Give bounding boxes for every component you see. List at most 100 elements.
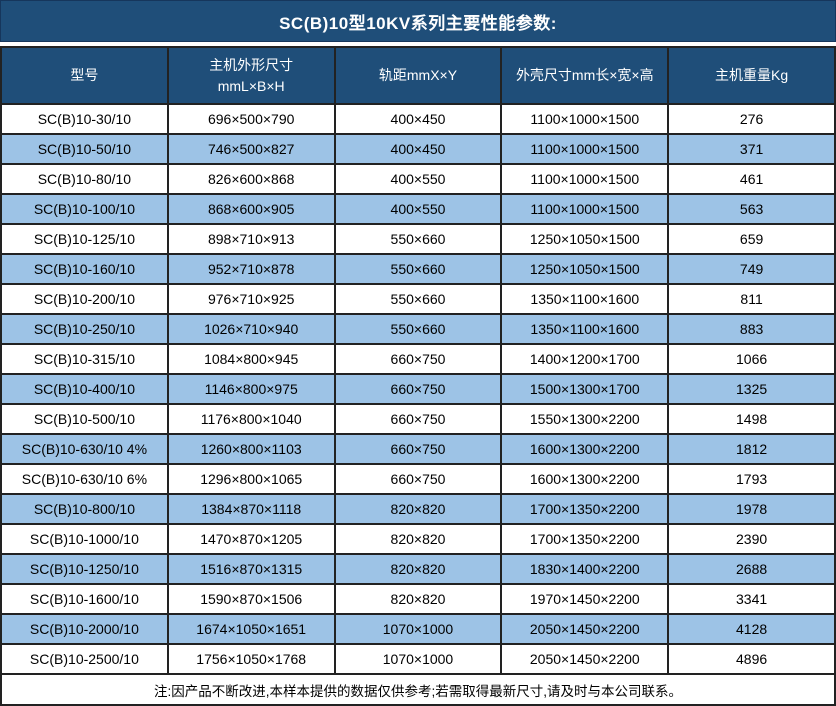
cell-rail-gauge: 660×750: [333, 433, 503, 465]
cell-model: SC(B)10-1250/10: [0, 553, 169, 585]
cell-weight: 659: [667, 223, 836, 255]
spec-table: 型号 主机外形尺寸 mmL×B×H 轨距mmX×Y 外壳尺寸mm长×宽×高 主机…: [0, 46, 836, 706]
column-header-label: 主机重量Kg: [715, 67, 789, 83]
cell-model: SC(B)10-2000/10: [0, 613, 169, 645]
cell-weight: 371: [667, 133, 836, 165]
cell-weight: 563: [667, 193, 836, 225]
column-header-label: 型号: [70, 67, 99, 83]
cell-main-dimensions: 1590×870×1506: [166, 583, 336, 615]
table-row: SC(B)10-800/10 1384×870×1118 820×820 1700×1…: [0, 493, 836, 525]
column-header-label: 轨距mmX×Y: [378, 67, 458, 83]
cell-model: SC(B)10-250/10: [0, 313, 169, 345]
table-row: SC(B)10-1600/10 1590×870×1506 820×820 1970×…: [0, 583, 836, 615]
cell-shell-dimensions: 1600×1300×2200: [500, 433, 670, 465]
cell-rail-gauge: 550×660: [333, 313, 503, 345]
cell-shell-dimensions: 1250×1050×1500: [500, 253, 670, 285]
table-row: SC(B)10-100/10 868×600×905 400×550 1100×100…: [0, 193, 836, 225]
cell-main-dimensions: 1470×870×1205: [166, 523, 336, 555]
cell-shell-dimensions: 1100×1000×1500: [500, 163, 670, 195]
cell-weight: 883: [667, 313, 836, 345]
cell-model: SC(B)10-2500/10: [0, 643, 169, 675]
cell-model: SC(B)10-100/10: [0, 193, 169, 225]
cell-shell-dimensions: 1100×1000×1500: [500, 103, 670, 135]
cell-main-dimensions: 868×600×905: [166, 193, 336, 225]
cell-rail-gauge: 1070×1000: [333, 643, 503, 675]
cell-rail-gauge: 660×750: [333, 343, 503, 375]
cell-shell-dimensions: 1100×1000×1500: [500, 133, 670, 165]
cell-shell-dimensions: 1350×1100×1600: [500, 313, 670, 345]
cell-model: SC(B)10-30/10: [0, 103, 169, 135]
cell-model: SC(B)10-1000/10: [0, 523, 169, 555]
cell-shell-dimensions: 2050×1450×2200: [500, 613, 670, 645]
table-row: SC(B)10-1250/10 1516×870×1315 820×820 1830×…: [0, 553, 836, 585]
cell-model: SC(B)10-630/10 6%: [0, 463, 169, 495]
cell-model: SC(B)10-800/10: [0, 493, 169, 525]
column-header-model: 型号: [0, 46, 169, 105]
footer-note: 注:因产品不断改进,本样本提供的数据仅供参考;若需取得最新尺寸,请及时与本公司联…: [0, 673, 836, 706]
cell-shell-dimensions: 1600×1300×2200: [500, 463, 670, 495]
cell-model: SC(B)10-500/10: [0, 403, 169, 435]
cell-shell-dimensions: 1550×1300×2200: [500, 403, 670, 435]
cell-rail-gauge: 550×660: [333, 283, 503, 315]
table-row: SC(B)10-125/10 898×710×913 550×660 1250×105…: [0, 223, 836, 255]
cell-shell-dimensions: 1350×1100×1600: [500, 283, 670, 315]
cell-main-dimensions: 1756×1050×1768: [166, 643, 336, 675]
column-header-shell-dimensions: 外壳尺寸mm长×宽×高: [500, 46, 670, 105]
cell-main-dimensions: 1516×870×1315: [166, 553, 336, 585]
table-row: SC(B)10-30/10 696×500×790 400×450 1100×1000…: [0, 103, 836, 135]
cell-shell-dimensions: 1830×1400×2200: [500, 553, 670, 585]
cell-main-dimensions: 1146×800×975: [166, 373, 336, 405]
table-row: SC(B)10-250/10 1026×710×940 550×660 1350×11…: [0, 313, 836, 345]
cell-main-dimensions: 1384×870×1118: [166, 493, 336, 525]
cell-rail-gauge: 660×750: [333, 403, 503, 435]
cell-weight: 749: [667, 253, 836, 285]
column-header-sublabel: mmL×B×H: [217, 77, 285, 94]
cell-weight: 1793: [667, 463, 836, 495]
cell-main-dimensions: 1084×800×945: [166, 343, 336, 375]
table-row: SC(B)10-2500/10 1756×1050×1768 1070×1000 20…: [0, 643, 836, 675]
header-row: 型号 主机外形尺寸 mmL×B×H 轨距mmX×Y 外壳尺寸mm长×宽×高 主机…: [0, 46, 836, 105]
cell-shell-dimensions: 1250×1050×1500: [500, 223, 670, 255]
cell-weight: 1498: [667, 403, 836, 435]
cell-rail-gauge: 400×450: [333, 133, 503, 165]
footer-row: 注:因产品不断改进,本样本提供的数据仅供参考;若需取得最新尺寸,请及时与本公司联…: [0, 673, 836, 706]
cell-model: SC(B)10-630/10 4%: [0, 433, 169, 465]
cell-weight: 1978: [667, 493, 836, 525]
cell-rail-gauge: 1070×1000: [333, 613, 503, 645]
cell-rail-gauge: 400×550: [333, 193, 503, 225]
cell-main-dimensions: 696×500×790: [166, 103, 336, 135]
cell-weight: 1066: [667, 343, 836, 375]
cell-main-dimensions: 746×500×827: [166, 133, 336, 165]
table-row: SC(B)10-400/10 1146×800×975 660×750 1500×13…: [0, 373, 836, 405]
cell-weight: 461: [667, 163, 836, 195]
cell-rail-gauge: 660×750: [333, 463, 503, 495]
cell-shell-dimensions: 1970×1450×2200: [500, 583, 670, 615]
cell-main-dimensions: 976×710×925: [166, 283, 336, 315]
cell-model: SC(B)10-50/10: [0, 133, 169, 165]
cell-main-dimensions: 1026×710×940: [166, 313, 336, 345]
cell-shell-dimensions: 1400×1200×1700: [500, 343, 670, 375]
cell-weight: 1812: [667, 433, 836, 465]
table-row: SC(B)10-630/10 6% 1296×800×1065 660×750 160…: [0, 463, 836, 495]
cell-rail-gauge: 400×450: [333, 103, 503, 135]
cell-weight: 1325: [667, 373, 836, 405]
cell-weight: 3341: [667, 583, 836, 615]
column-header-main-dimensions: 主机外形尺寸 mmL×B×H: [166, 46, 336, 105]
table-row: SC(B)10-2000/10 1674×1050×1651 1070×1000 20…: [0, 613, 836, 645]
cell-rail-gauge: 550×660: [333, 223, 503, 255]
cell-model: SC(B)10-1600/10: [0, 583, 169, 615]
cell-model: SC(B)10-200/10: [0, 283, 169, 315]
column-header-weight: 主机重量Kg: [667, 46, 836, 105]
table-row: SC(B)10-80/10 826×600×868 400×550 1100×1000…: [0, 163, 836, 195]
table-row: SC(B)10-1000/10 1470×870×1205 820×820 1700×…: [0, 523, 836, 555]
table-header: 型号 主机外形尺寸 mmL×B×H 轨距mmX×Y 外壳尺寸mm长×宽×高 主机…: [0, 46, 836, 105]
cell-shell-dimensions: 1500×1300×1700: [500, 373, 670, 405]
cell-rail-gauge: 820×820: [333, 553, 503, 585]
cell-main-dimensions: 1674×1050×1651: [166, 613, 336, 645]
cell-weight: 4128: [667, 613, 836, 645]
table-body: SC(B)10-30/10 696×500×790 400×450 1100×1000…: [0, 103, 836, 675]
cell-rail-gauge: 820×820: [333, 583, 503, 615]
cell-main-dimensions: 826×600×868: [166, 163, 336, 195]
table-row: SC(B)10-200/10 976×710×925 550×660 1350×110…: [0, 283, 836, 315]
